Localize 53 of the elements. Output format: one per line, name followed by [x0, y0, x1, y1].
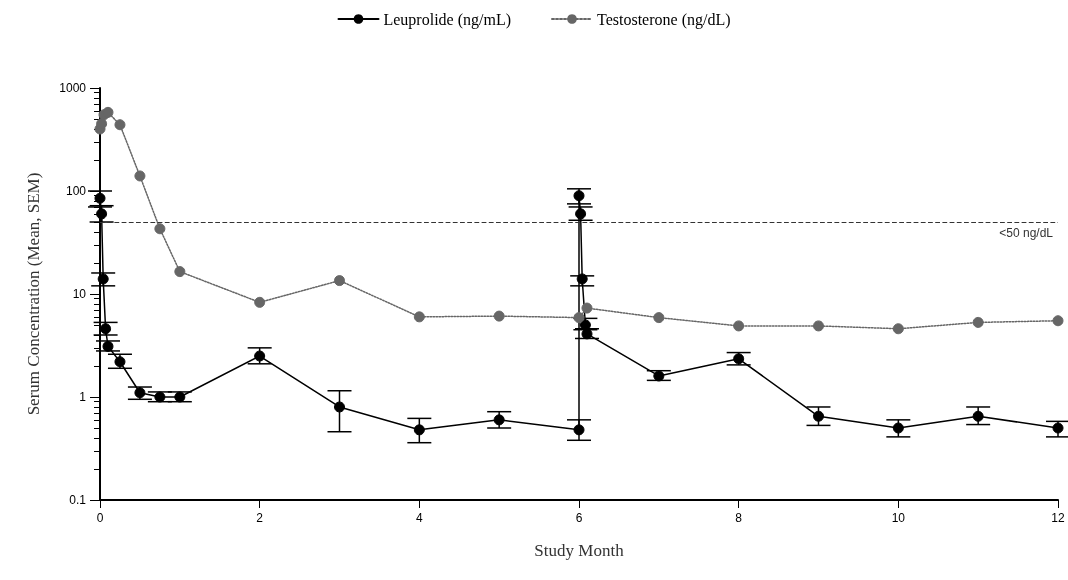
point [254, 296, 266, 308]
point [334, 401, 345, 413]
point [576, 273, 588, 285]
x-axis-title: Study Month [534, 541, 625, 560]
y-tick-label: 1 [79, 390, 87, 404]
point [813, 410, 824, 422]
point [653, 312, 665, 324]
point [1052, 422, 1064, 434]
point [581, 302, 593, 314]
point [96, 208, 108, 220]
point [154, 223, 166, 235]
point [97, 273, 109, 285]
point [134, 170, 146, 182]
legend-label: Leuprolide (ng/mL) [383, 10, 511, 29]
point [573, 312, 585, 324]
y-tick-label: 0.1 [69, 493, 87, 507]
y-tick-label: 1000 [59, 81, 87, 95]
point [972, 316, 984, 328]
x-tick-label: 12 [1051, 511, 1065, 525]
point [813, 320, 824, 332]
point [102, 106, 114, 118]
point [892, 323, 904, 335]
point [254, 350, 266, 362]
point [174, 266, 186, 278]
legend-label: Testosterone (ng/dL) [597, 10, 731, 29]
point [413, 424, 425, 436]
point [174, 391, 186, 403]
point [892, 422, 904, 434]
point [733, 353, 745, 365]
point [1052, 315, 1064, 327]
x-tick-label: 4 [415, 511, 423, 525]
point [154, 391, 166, 403]
x-tick-label: 0 [96, 511, 104, 525]
x-tick-label: 8 [735, 511, 743, 525]
point [334, 275, 345, 287]
point [493, 414, 505, 426]
x-tick-label: 2 [256, 511, 264, 525]
point [653, 370, 665, 382]
x-tick-label: 10 [891, 511, 906, 525]
ref-line-label: <50 ng/dL [999, 226, 1054, 241]
point [573, 424, 585, 436]
point [413, 311, 425, 323]
y-axis-title: Serum Concentration (Mean, SEM) [24, 172, 43, 416]
point [114, 119, 126, 131]
point [102, 340, 114, 352]
x-tick-label: 6 [575, 511, 583, 525]
point [134, 387, 146, 399]
point [972, 410, 984, 422]
point [493, 310, 505, 322]
y-tick-label: 100 [65, 184, 87, 198]
point [100, 323, 112, 335]
y-tick-label: 10 [72, 287, 87, 301]
point [733, 320, 745, 332]
